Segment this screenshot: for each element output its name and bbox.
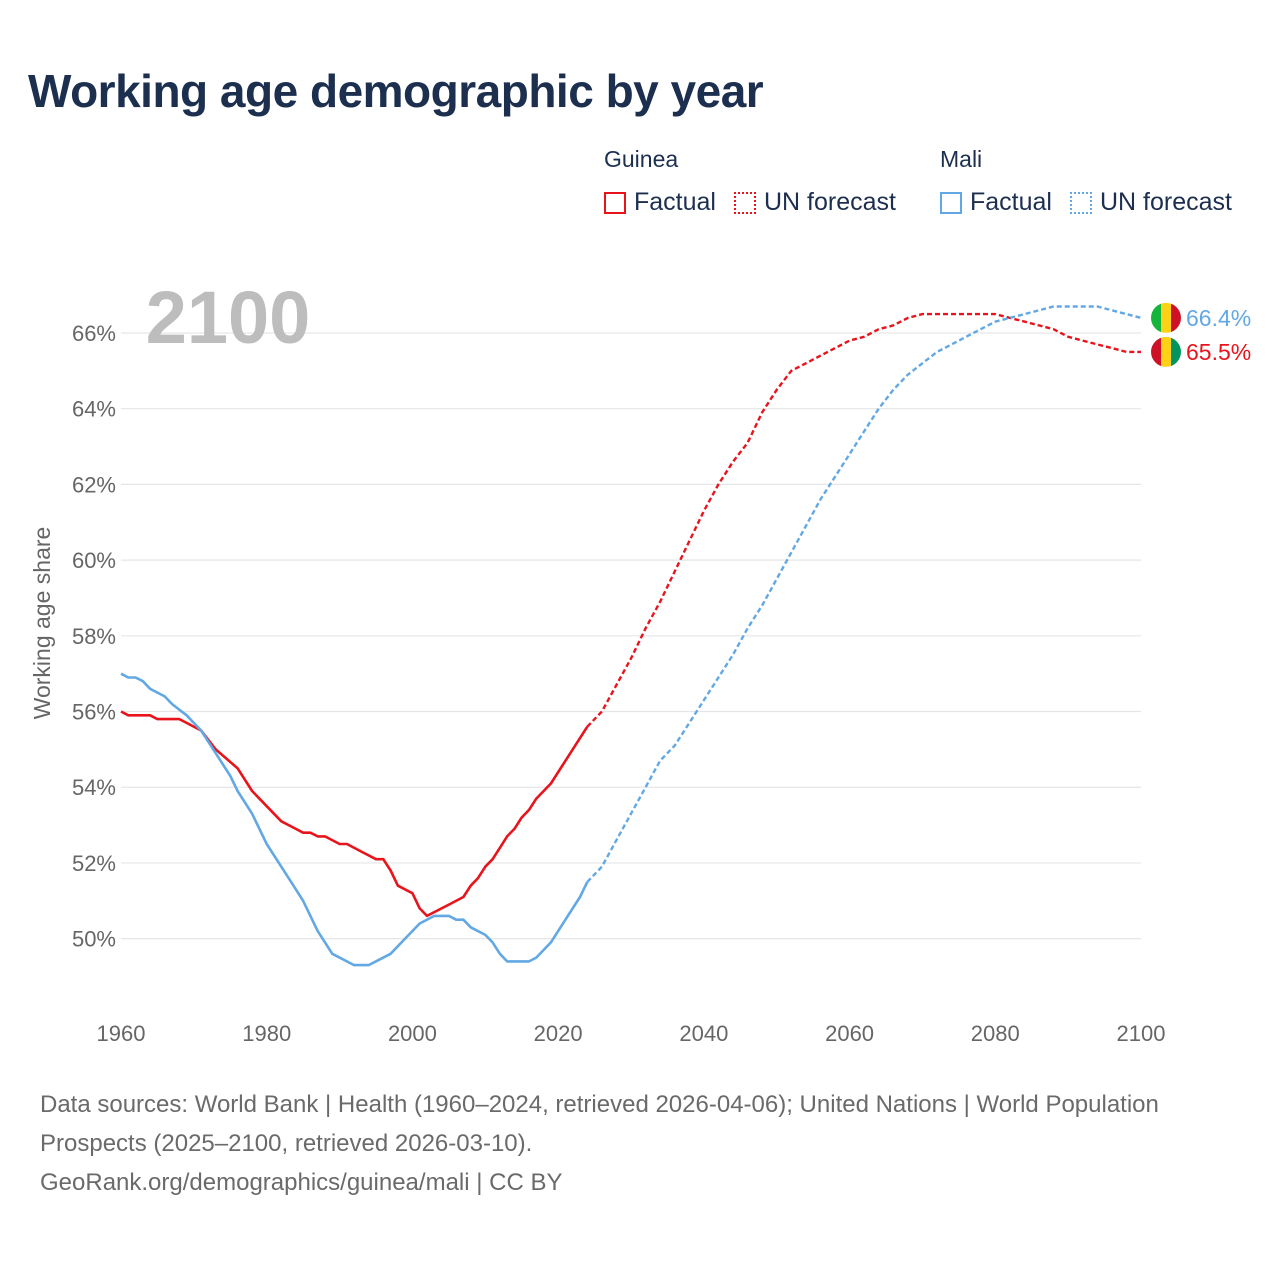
legend-mali-forecast[interactable]: UN forecast — [1069, 188, 1232, 217]
legend-swatch-dotted — [1069, 191, 1092, 214]
y-tick-label: 52% — [72, 851, 116, 876]
y-axis-ticks: 50% 52% 54% 56% 58% 60% 62% 64% 66% — [72, 321, 116, 952]
series-line-guinea-forecast — [586, 312, 1141, 728]
x-axis-ticks: 1960 1980 2000 2020 2040 2060 2080 2100 — [97, 1021, 1166, 1046]
x-tick-label: 2080 — [971, 1021, 1020, 1046]
x-tick-label: 2060 — [825, 1021, 874, 1046]
legend-label: UN forecast — [1099, 188, 1232, 216]
legend-mali-factual[interactable]: Factual — [940, 188, 1052, 217]
legend-group-name: Mali — [940, 146, 983, 172]
series-line-guinea-factual — [120, 710, 589, 918]
legend-swatch-solid — [940, 191, 962, 214]
y-tick-label: 66% — [72, 321, 116, 346]
x-tick-label: 2100 — [1117, 1021, 1166, 1046]
x-tick-label: 1960 — [97, 1021, 146, 1046]
footer: Data sources: World Bank | Health (1960–… — [40, 1085, 1200, 1202]
legend-swatch-dotted — [733, 191, 756, 214]
legend-group-name: Guinea — [604, 146, 679, 172]
legend-swatch-solid — [604, 191, 626, 214]
y-tick-label: 64% — [72, 397, 116, 422]
series-end-label-mali: 66.4% — [1186, 305, 1251, 331]
source-link[interactable]: GeoRank.org/demographics/guinea/mali | C… — [40, 1169, 563, 1196]
legend-guinea-factual[interactable]: Factual — [604, 188, 716, 217]
y-tick-label: 56% — [72, 700, 116, 725]
flag-icon-mali — [1151, 302, 1181, 333]
legend-label: UN forecast — [763, 188, 896, 216]
y-tick-label: 60% — [72, 548, 116, 573]
series-end-label-guinea: 65.5% — [1186, 339, 1251, 365]
y-tick-label: 54% — [72, 775, 116, 800]
chart-title: Working age demographic by year — [28, 65, 764, 117]
legend-label: Factual — [970, 188, 1052, 216]
y-tick-label: 50% — [72, 927, 116, 952]
y-tick-label: 62% — [72, 472, 116, 497]
x-tick-label: 2040 — [679, 1021, 728, 1046]
y-axis-label: Working age share — [29, 527, 55, 720]
legend-guinea-forecast[interactable]: UN forecast — [733, 188, 896, 217]
series-line-mali-factual — [120, 672, 589, 967]
series-end-markers: 66.4% 65.5% — [1151, 302, 1251, 367]
series-lines — [120, 305, 1142, 967]
grid-lines — [121, 332, 1141, 940]
legend-group-mali: Mali Factual UN forecast — [940, 146, 1250, 217]
legend-group-guinea: Guinea Factual UN forecast — [604, 146, 914, 217]
x-tick-label: 2020 — [534, 1021, 583, 1046]
x-tick-label: 2000 — [388, 1021, 437, 1046]
x-tick-label: 1980 — [242, 1021, 291, 1046]
series-line-mali-forecast — [586, 305, 1142, 883]
legend-label: Factual — [634, 188, 716, 216]
year-watermark: 2100 — [146, 276, 311, 359]
y-tick-label: 58% — [72, 624, 116, 649]
flag-icon-guinea — [1151, 336, 1181, 367]
data-sources: Data sources: World Bank | Health (1960–… — [40, 1091, 1159, 1157]
